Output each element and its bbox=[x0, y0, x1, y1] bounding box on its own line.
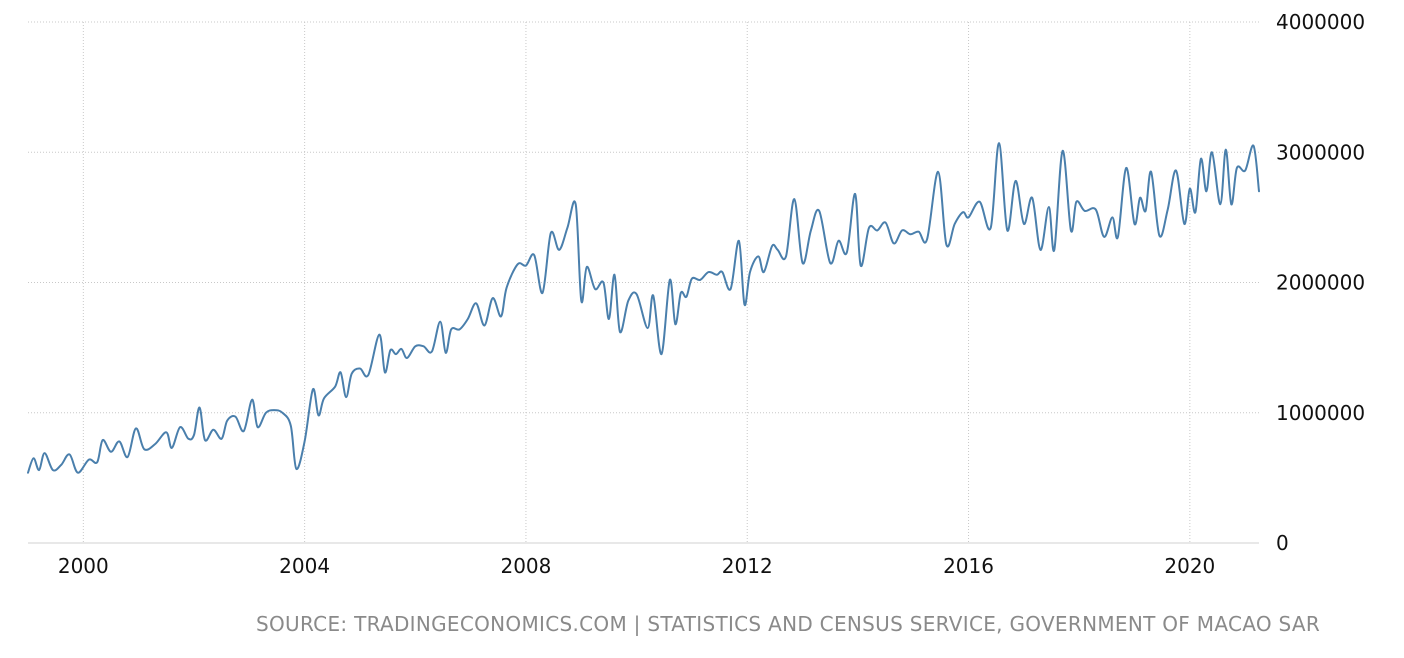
y-axis: 0 1000000 2000000 3000000 4000000 bbox=[1276, 10, 1365, 555]
y-tick-label: 4000000 bbox=[1276, 10, 1365, 34]
y-tick-label: 1000000 bbox=[1276, 401, 1365, 425]
x-axis: 2000 2004 2008 2012 2016 2020 bbox=[58, 554, 1215, 578]
x-tick-label: 2004 bbox=[279, 554, 330, 578]
source-note: SOURCE: TRADINGECONOMICS.COM | STATISTIC… bbox=[256, 612, 1321, 636]
x-tick-label: 2016 bbox=[943, 554, 994, 578]
y-tick-label: 2000000 bbox=[1276, 271, 1365, 295]
x-tick-label: 2008 bbox=[500, 554, 551, 578]
x-tick-label: 2012 bbox=[722, 554, 773, 578]
y-tick-label: 0 bbox=[1276, 531, 1289, 555]
series-line-group bbox=[27, 142, 1260, 474]
y-tick-label: 3000000 bbox=[1276, 140, 1365, 164]
x-tick-label: 2000 bbox=[58, 554, 109, 578]
series-line bbox=[27, 142, 1260, 474]
grid bbox=[28, 21, 1259, 544]
x-tick-label: 2020 bbox=[1164, 554, 1215, 578]
